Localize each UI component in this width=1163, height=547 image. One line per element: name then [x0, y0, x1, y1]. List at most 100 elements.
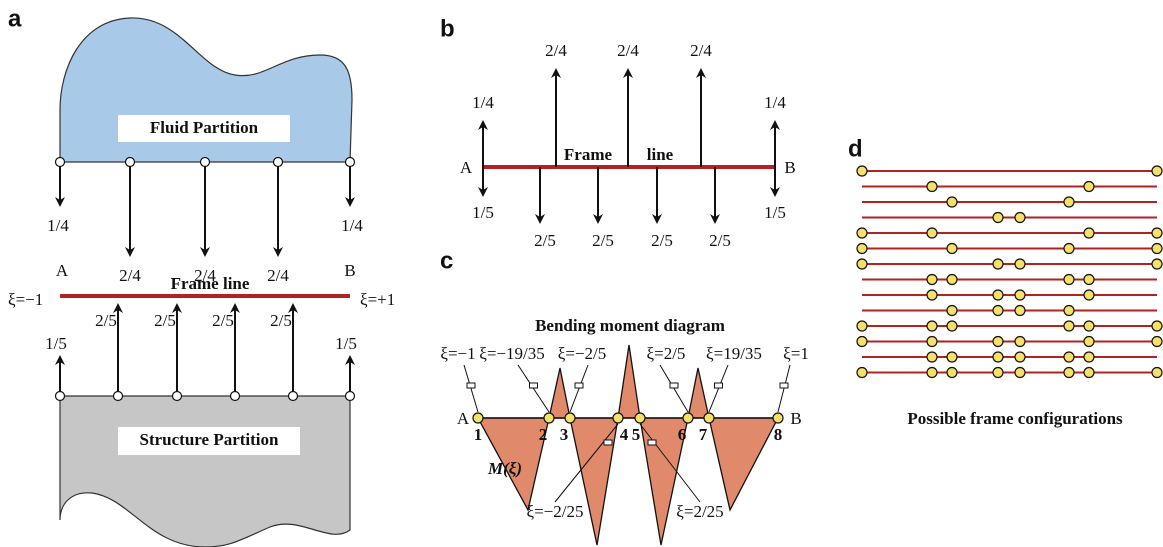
node-number: 4 [620, 425, 629, 444]
node [473, 413, 483, 423]
point-label: A [457, 409, 470, 428]
panel-label: a [8, 5, 22, 32]
node [993, 352, 1003, 362]
node [947, 275, 957, 285]
node [947, 321, 957, 331]
moment-lobe [549, 368, 570, 418]
moment-lobe [709, 418, 778, 510]
node [857, 166, 867, 176]
node [346, 158, 355, 167]
moment-lobe [570, 418, 618, 545]
node [289, 392, 298, 401]
panel-label: c [440, 247, 453, 274]
moment-diagram [478, 345, 778, 545]
load-label: 2/5 [95, 311, 117, 330]
load-label: 1/5 [45, 334, 67, 353]
node [1015, 337, 1025, 347]
node [1152, 244, 1162, 254]
moment-lobe [688, 368, 709, 418]
node [126, 158, 135, 167]
node [1015, 259, 1025, 269]
load-label: 2/5 [534, 231, 556, 250]
node [947, 244, 957, 254]
load-label: 2/5 [592, 231, 614, 250]
node [993, 337, 1003, 347]
load-label: 1/5 [472, 203, 494, 222]
node [773, 413, 783, 423]
load-label: 1/5 [335, 334, 357, 353]
load-label: 2/4 [267, 266, 289, 285]
node [1084, 368, 1094, 378]
node [1152, 166, 1162, 176]
node [1152, 228, 1162, 238]
fluid-label: Fluid Partition [150, 118, 259, 137]
load-label: ξ=−2/25 [527, 502, 584, 521]
load-label: 1/4 [47, 216, 69, 235]
diagram-title: Bending moment diagram [535, 316, 725, 335]
node [613, 413, 623, 423]
load-label: ξ=−19/35 [479, 344, 544, 363]
node [1015, 290, 1025, 300]
pointer-tab [715, 383, 723, 388]
point-label: A [460, 158, 473, 177]
load-label: 1/4 [472, 93, 494, 112]
xi-label: ξ=+1 [360, 290, 395, 309]
node-number: 1 [474, 425, 483, 444]
panel-label: b [440, 15, 455, 42]
node [993, 368, 1003, 378]
node [993, 306, 1003, 316]
node [346, 392, 355, 401]
node [56, 158, 65, 167]
node [1064, 352, 1074, 362]
node [857, 228, 867, 238]
load-label: 2/5 [709, 231, 731, 250]
node [1084, 290, 1094, 300]
node [927, 182, 937, 192]
node-number: 7 [699, 425, 708, 444]
node [544, 413, 554, 423]
node [947, 197, 957, 207]
load-label: 2/5 [270, 311, 292, 330]
node [1084, 321, 1094, 331]
node [857, 321, 867, 331]
pointer-tab [575, 383, 583, 388]
load-label: 2/5 [212, 311, 234, 330]
caption: Possible frame configurations [907, 409, 1123, 428]
node [1084, 352, 1094, 362]
node [857, 259, 867, 269]
load-label: 2/5 [651, 231, 673, 250]
load-label: ξ=1 [783, 344, 809, 363]
node [947, 368, 957, 378]
figure: a Fluid Partition Structure Partition Fr… [0, 0, 1163, 547]
node [947, 306, 957, 316]
node [201, 158, 210, 167]
node-number: 8 [774, 425, 783, 444]
frame-label: line [647, 145, 674, 164]
node [927, 290, 937, 300]
load-label: 2/5 [154, 311, 176, 330]
load-label: ξ=2/25 [676, 502, 723, 521]
load-label: 2/4 [617, 41, 639, 60]
moment-label: M(ξ) [487, 459, 522, 478]
panel-label: d [848, 135, 863, 162]
load-label: 1/4 [341, 216, 363, 235]
node [1084, 228, 1094, 238]
node [927, 275, 937, 285]
node [857, 244, 867, 254]
node-number: 5 [632, 425, 641, 444]
node [857, 337, 867, 347]
node [947, 352, 957, 362]
node [1015, 213, 1025, 223]
node-number: 6 [678, 425, 687, 444]
node [704, 413, 714, 423]
node [1064, 306, 1074, 316]
node [1152, 368, 1162, 378]
pointer-tab [530, 383, 538, 388]
node [565, 413, 575, 423]
node [1015, 352, 1025, 362]
load-label: 2/4 [119, 266, 141, 285]
node [173, 392, 182, 401]
pointer-tab [780, 383, 788, 388]
load-label: ξ=2/5 [647, 344, 686, 363]
node [231, 392, 240, 401]
